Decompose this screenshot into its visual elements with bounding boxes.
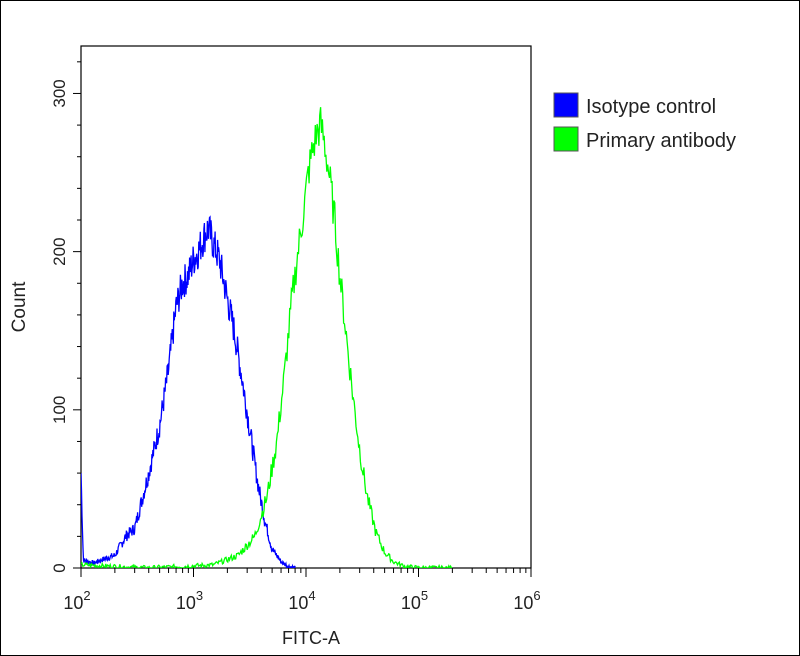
x-axis-label: FITC-A	[282, 628, 340, 648]
x-tick-label: 104	[288, 588, 315, 613]
y-tick-label: 0	[50, 563, 69, 572]
series-line-primary-antibody	[81, 107, 453, 568]
x-tick-label: 105	[401, 588, 428, 613]
legend-label: Isotype control	[586, 96, 716, 118]
x-tick-label: 102	[63, 588, 90, 613]
series-line-isotype-control	[81, 215, 296, 568]
y-tick-label: 100	[50, 396, 69, 424]
x-tick-label: 106	[513, 588, 540, 613]
y-axis-label: Count	[9, 281, 30, 332]
plot-area	[80, 45, 532, 569]
y-tick-label: 300	[50, 79, 69, 107]
legend-label: Primary antibody	[586, 130, 736, 152]
x-tick-label: 103	[176, 588, 203, 613]
legend-swatch	[553, 92, 579, 118]
legend-swatch	[553, 126, 579, 152]
y-tick-label: 200	[50, 237, 69, 265]
